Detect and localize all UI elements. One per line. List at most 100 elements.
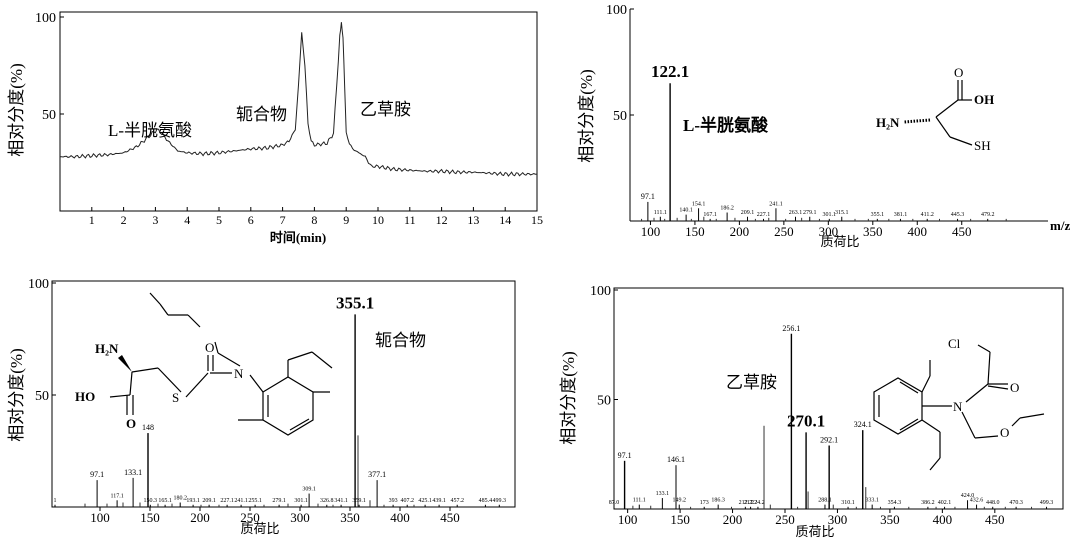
ms-acetochlor-plot-frame	[613, 287, 1064, 510]
acetochlor-ether-o: O	[1000, 425, 1009, 440]
ms-acetochlor-peak-label: 499.3	[1040, 500, 1054, 506]
ms-cysteine-peak-label: 122.1	[651, 62, 689, 81]
ms-cysteine-peak-label: 411.2	[921, 212, 934, 218]
ms-conjugate-peak-label: 148	[142, 423, 154, 432]
ms-conjugate-peak-label: 301.1	[294, 498, 308, 504]
ms-acetochlor-compound-label: 乙草胺	[726, 373, 777, 392]
ms-cysteine-y-tick-label: 100	[606, 3, 627, 18]
ms-conjugate-peak-label: 117.1	[110, 493, 123, 499]
ms-acetochlor-peak-label: 324.1	[854, 420, 872, 429]
chromatogram-x-tick-label: 14	[499, 213, 511, 227]
ms-conjugate-x-tick-label: 100	[90, 510, 110, 525]
cysteine-thiol: SH	[974, 138, 991, 153]
ms-conjugate-peak-label: 279.1	[272, 498, 286, 504]
ms-cysteine-peak-label: 209.1	[741, 210, 755, 216]
ms-acetochlor-peak-label: 256.1	[782, 324, 800, 333]
annotation-cysteine: L-半胱氨酸	[108, 121, 192, 140]
ms-cysteine-y-ticks: 50 100	[606, 3, 634, 124]
chromatogram-x-ticks: 1 2 3 4 5 6 7 8 9 10 11 12 13 14 15	[89, 207, 543, 227]
ms-conjugate-y-label: 相对分度(%)	[7, 348, 26, 441]
ms-acetochlor-y-ticks: 50 100	[590, 284, 618, 409]
conjugate-acid-ho: HO	[75, 389, 95, 404]
chromatogram-x-label: 时间(min)	[270, 230, 326, 245]
ms-conjugate-y-tick-label: 50	[35, 389, 49, 404]
cysteine-acid-oh: OH	[974, 92, 994, 107]
chromatogram-y-ticks: 50 100	[35, 11, 64, 123]
ms-acetochlor-peak-label: 87.0	[609, 500, 620, 506]
ms-cysteine-peak-label: 355.1	[871, 212, 885, 218]
chromatogram-y-label: 相对分度(%)	[7, 63, 26, 156]
ms-cysteine-compound-label: L-半胱氨酸	[683, 115, 769, 135]
ms-acetochlor-peak-label: 470.3	[1009, 500, 1023, 506]
ms-acetochlor-panel: 100 150 200 250 300 350 400 450 50 100 87.0 97.1 1…	[559, 284, 1064, 539]
ms-conjugate-x-tick-label: 350	[340, 510, 360, 525]
ms-cysteine-peak-label: 301.1	[823, 212, 837, 218]
ms-acetochlor-peak-label: 133.1	[656, 491, 670, 497]
conjugate-wedge-bond	[118, 355, 132, 372]
chromatogram-x-tick-label: 11	[404, 213, 416, 227]
ms-cysteine-peak-label: 381.1	[894, 212, 908, 218]
chromatogram-x-tick-label: 1	[89, 213, 95, 227]
ms-conjugate-x-ticks: 100 150 200 250 300 350 400 450	[90, 507, 460, 525]
ms-conjugate-peak-label: 359.1	[352, 498, 366, 504]
ms-conjugate-peak-label: 241.1	[234, 498, 248, 504]
ms-acetochlor-x-tick-label: 250	[775, 512, 795, 527]
ms-conjugate-peak-label: 457.2	[450, 498, 464, 504]
conjugate-nitrogen: N	[234, 366, 244, 381]
ms-acetochlor-peak-label: 402.1	[938, 500, 952, 506]
ms-conjugate-peak-label: 193.1	[186, 498, 200, 504]
ms-acetochlor-x-tick-label: 350	[880, 512, 900, 527]
ms-cysteine-x-tick-label: 350	[863, 224, 883, 239]
ms-conjugate-x-tick-label: 450	[440, 510, 460, 525]
ms-conjugate-peak-label: 425.1	[418, 498, 432, 504]
ms-conjugate-peak-label: 180.2	[173, 496, 187, 502]
ms-conjugate-peak-label: 341.1	[334, 498, 348, 504]
ms-acetochlor-peak-label: 424.0	[961, 493, 975, 499]
ms-cysteine-y-label: 相对分度(%)	[577, 69, 596, 162]
ms-conjugate-x-tick-label: 400	[390, 510, 410, 525]
ms-acetochlor-peaks: 87.0 97.1 111.1 133.1 146.1 149.2 173 186.3 212.…	[609, 324, 1054, 509]
ms-acetochlor-peak-label: 186.3	[711, 498, 725, 504]
ms-cysteine-x-tick-label: 400	[908, 224, 928, 239]
ms-conjugate-peak-label: 485.4	[479, 498, 493, 504]
ms-conjugate-peak-label: 255.1	[248, 498, 262, 504]
ms-acetochlor-peak-label: 149.2	[673, 498, 687, 504]
ms-acetochlor-x-tick-label: 300	[828, 512, 848, 527]
ms-cysteine-panel: 100 150 200 250 300 350 400 450 50 100 97.1 111.1…	[577, 3, 1070, 249]
ms-conjugate-x-tick-label: 250	[240, 510, 260, 525]
ms-conjugate-peak-label: 309.1	[302, 487, 316, 493]
ms-cysteine-peak-label: 279.1	[803, 210, 817, 216]
conjugate-structure	[109, 292, 333, 436]
conjugate-amide-o: O	[205, 340, 214, 355]
ms-conjugate-peak-label: 133.1	[124, 468, 142, 477]
conjugate-sulfur: S	[172, 390, 179, 405]
ms-cysteine-peak-label: 167.1	[703, 212, 717, 218]
ms-cysteine-x-tick-label: 450	[952, 224, 972, 239]
ms-cysteine-peak-label: 154.1	[692, 201, 706, 207]
ms-acetochlor-peak-label: 432.6	[970, 498, 984, 504]
chromatogram-x-tick-label: 13	[467, 213, 479, 227]
ms-acetochlor-peak-label: 97.1	[618, 451, 632, 460]
ms-cysteine-x-tick-label: 300	[819, 224, 839, 239]
acetochlor-carbonyl: O	[1010, 380, 1019, 395]
conjugate-amine: H₂N	[95, 341, 119, 356]
ms-conjugate-peak-label: 439.1	[432, 498, 446, 504]
chromatogram-x-tick-label: 15	[531, 213, 543, 227]
ms-conjugate-peak-label: 165.1	[158, 498, 172, 504]
ms-acetochlor-noise	[632, 425, 1033, 509]
ms-cysteine-x-label: 质荷比	[820, 234, 859, 249]
ms-acetochlor-peak-label: 288.1	[818, 498, 832, 504]
acetochlor-structure	[873, 344, 1045, 471]
ms-acetochlor-y-label: 相对分度(%)	[559, 351, 578, 444]
ms-acetochlor-peak-label: 292.1	[820, 435, 838, 444]
ms-cysteine-x-tick-label: 250	[774, 224, 794, 239]
ms-conjugate-peak-label: 1	[54, 498, 57, 504]
ms-conjugate-plot-frame	[51, 280, 516, 508]
ms-acetochlor-x-ticks: 100 150 200 250 300 350 400 450	[618, 509, 1005, 527]
ms-conjugate-y-tick-label: 100	[28, 277, 49, 292]
ms-conjugate-peak-label: 393	[389, 498, 398, 504]
ms-acetochlor-x-tick-label: 400	[933, 512, 953, 527]
ms-acetochlor-peak-label: 270.1	[787, 411, 825, 430]
